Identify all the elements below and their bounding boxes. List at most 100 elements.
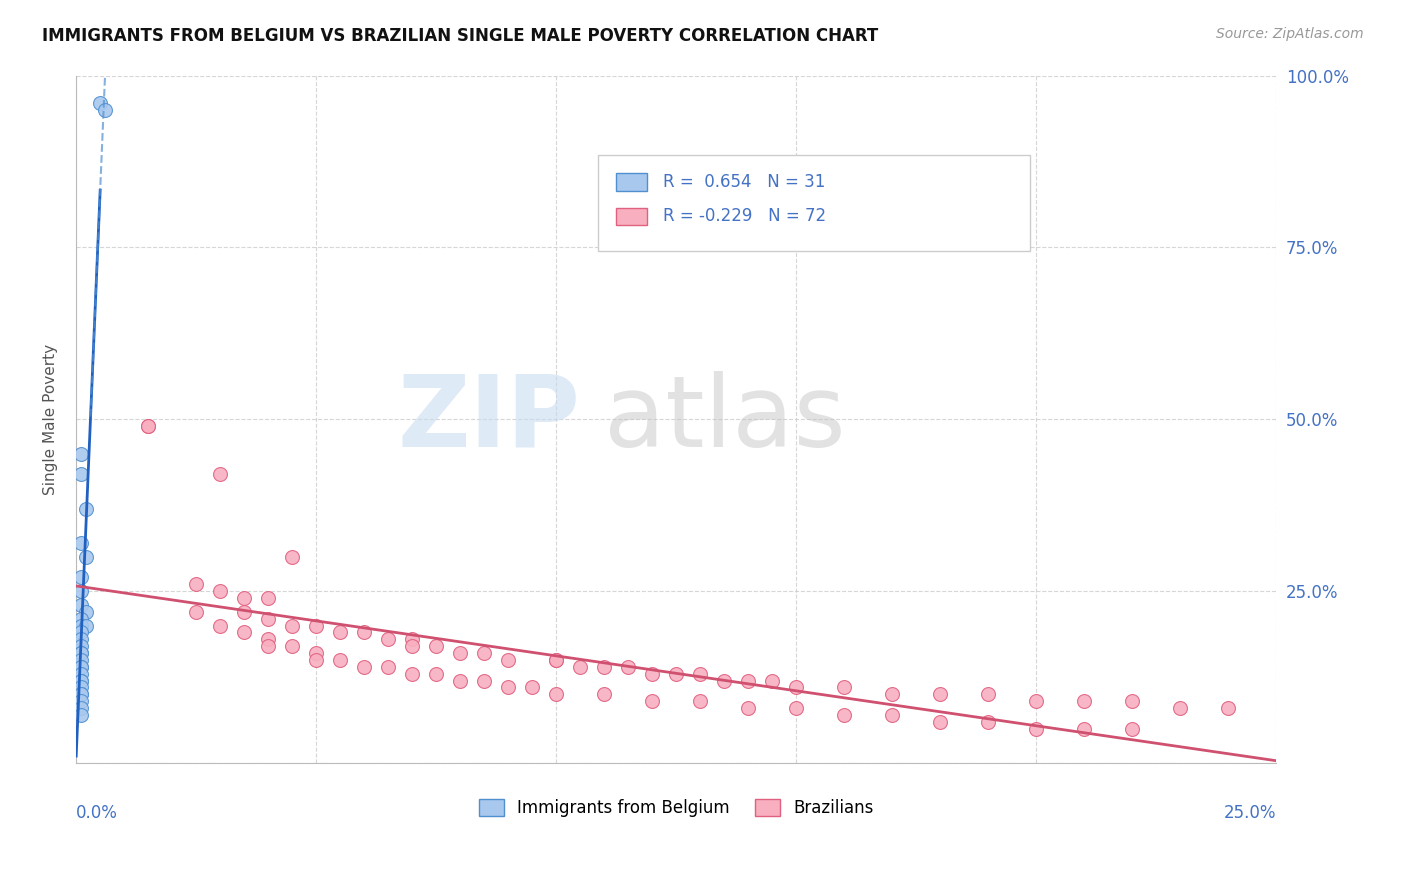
Point bbox=[70, 536, 93, 550]
Point bbox=[761, 673, 783, 688]
Point bbox=[929, 687, 952, 701]
Point bbox=[1121, 722, 1143, 736]
Y-axis label: Single Male Poverty: Single Male Poverty bbox=[44, 343, 58, 495]
Point bbox=[305, 618, 328, 632]
Point bbox=[401, 639, 423, 653]
Point bbox=[70, 632, 93, 647]
Point bbox=[70, 701, 93, 715]
Point bbox=[70, 646, 93, 660]
Point bbox=[257, 632, 280, 647]
Point bbox=[737, 673, 759, 688]
Point bbox=[70, 660, 93, 674]
Point bbox=[209, 584, 232, 599]
Point bbox=[689, 666, 711, 681]
Point bbox=[832, 681, 855, 695]
Point bbox=[75, 501, 97, 516]
Point bbox=[977, 714, 1000, 729]
FancyBboxPatch shape bbox=[598, 154, 1031, 251]
Point bbox=[665, 666, 688, 681]
Point bbox=[401, 666, 423, 681]
Point bbox=[257, 612, 280, 626]
Point bbox=[546, 687, 568, 701]
Point bbox=[70, 639, 93, 653]
Point bbox=[472, 673, 495, 688]
Point bbox=[281, 549, 304, 564]
Point bbox=[75, 549, 97, 564]
Point bbox=[977, 687, 1000, 701]
Point bbox=[496, 681, 519, 695]
Point bbox=[186, 605, 208, 619]
Point bbox=[472, 646, 495, 660]
Point bbox=[641, 694, 664, 708]
Point bbox=[70, 673, 93, 688]
Point bbox=[305, 646, 328, 660]
Point bbox=[209, 618, 232, 632]
Point bbox=[70, 612, 93, 626]
Point bbox=[281, 618, 304, 632]
Point bbox=[1121, 694, 1143, 708]
Point bbox=[1025, 694, 1047, 708]
Point bbox=[281, 639, 304, 653]
Point bbox=[70, 570, 93, 584]
Point bbox=[377, 632, 399, 647]
FancyBboxPatch shape bbox=[616, 208, 647, 226]
Point bbox=[1216, 701, 1239, 715]
Point bbox=[1073, 722, 1095, 736]
Point bbox=[70, 625, 93, 640]
Point bbox=[70, 447, 93, 461]
Point bbox=[70, 584, 93, 599]
Point bbox=[329, 653, 352, 667]
Point bbox=[882, 687, 904, 701]
Text: R = -0.229   N = 72: R = -0.229 N = 72 bbox=[664, 208, 827, 226]
Point bbox=[401, 632, 423, 647]
Point bbox=[785, 681, 807, 695]
Point bbox=[136, 419, 159, 434]
Point bbox=[449, 673, 471, 688]
Point bbox=[257, 591, 280, 606]
Point bbox=[70, 681, 93, 695]
Point bbox=[305, 653, 328, 667]
Point bbox=[1025, 722, 1047, 736]
Point bbox=[70, 646, 93, 660]
Point bbox=[593, 660, 616, 674]
Point bbox=[233, 591, 256, 606]
Point bbox=[546, 653, 568, 667]
Text: Source: ZipAtlas.com: Source: ZipAtlas.com bbox=[1216, 27, 1364, 41]
Point bbox=[496, 653, 519, 667]
Point bbox=[353, 660, 375, 674]
Point bbox=[70, 687, 93, 701]
Point bbox=[233, 625, 256, 640]
Point bbox=[70, 673, 93, 688]
Point bbox=[1073, 694, 1095, 708]
Point bbox=[70, 666, 93, 681]
Point bbox=[70, 694, 93, 708]
Point bbox=[832, 708, 855, 723]
Point bbox=[329, 625, 352, 640]
Point bbox=[929, 714, 952, 729]
Point bbox=[136, 419, 159, 434]
Point bbox=[257, 639, 280, 653]
Text: 25.0%: 25.0% bbox=[1223, 805, 1277, 822]
Point bbox=[617, 660, 640, 674]
Point bbox=[186, 577, 208, 591]
Point bbox=[713, 673, 735, 688]
Point bbox=[689, 694, 711, 708]
Point bbox=[377, 660, 399, 674]
Point bbox=[353, 625, 375, 640]
Text: R =  0.654   N = 31: R = 0.654 N = 31 bbox=[664, 173, 825, 191]
Point bbox=[70, 708, 93, 723]
Point bbox=[1168, 701, 1191, 715]
Text: 0.0%: 0.0% bbox=[76, 805, 118, 822]
Point bbox=[70, 467, 93, 482]
Text: ZIP: ZIP bbox=[398, 371, 581, 467]
Point bbox=[449, 646, 471, 660]
Point bbox=[70, 660, 93, 674]
FancyBboxPatch shape bbox=[616, 173, 647, 191]
Point bbox=[882, 708, 904, 723]
Point bbox=[569, 660, 592, 674]
Text: atlas: atlas bbox=[605, 371, 846, 467]
Point bbox=[70, 687, 93, 701]
Point bbox=[425, 639, 447, 653]
Point bbox=[593, 687, 616, 701]
Point bbox=[75, 605, 97, 619]
